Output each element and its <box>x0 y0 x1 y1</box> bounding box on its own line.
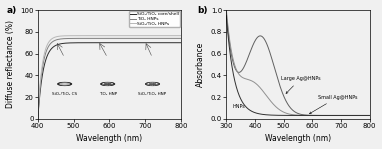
Ellipse shape <box>145 82 160 86</box>
Text: SiO₂/TiO₂ CS: SiO₂/TiO₂ CS <box>52 92 77 96</box>
X-axis label: Wavelength (nm): Wavelength (nm) <box>265 134 331 143</box>
Y-axis label: Absorbance: Absorbance <box>196 42 205 87</box>
Text: Small Ag@HNPs: Small Ag@HNPs <box>309 94 358 114</box>
Text: TiO₂ HNP: TiO₂ HNP <box>99 92 117 96</box>
Ellipse shape <box>152 85 153 86</box>
Y-axis label: Diffuse reflectance (%): Diffuse reflectance (%) <box>6 20 15 108</box>
Ellipse shape <box>150 85 151 86</box>
Text: b): b) <box>197 6 208 15</box>
Ellipse shape <box>146 84 147 85</box>
Text: SiO₂/TiO₂ HNP: SiO₂/TiO₂ HNP <box>138 92 167 96</box>
X-axis label: Wavelength (nm): Wavelength (nm) <box>76 134 142 143</box>
Ellipse shape <box>59 83 70 85</box>
Ellipse shape <box>152 82 153 83</box>
Ellipse shape <box>100 82 115 86</box>
Text: a): a) <box>6 6 16 15</box>
Ellipse shape <box>102 83 113 85</box>
Ellipse shape <box>61 83 69 85</box>
Ellipse shape <box>158 84 159 85</box>
Ellipse shape <box>147 83 158 85</box>
Ellipse shape <box>58 82 72 86</box>
Text: Large Ag@HNPs: Large Ag@HNPs <box>281 76 320 93</box>
Ellipse shape <box>150 82 151 83</box>
Text: HNPs: HNPs <box>232 104 245 109</box>
Legend: SiO₂/TiO₂ core/shell, TiO₂ HNPs, SiO₂/TiO₂ HNPs: SiO₂/TiO₂ core/shell, TiO₂ HNPs, SiO₂/Ti… <box>129 11 180 27</box>
